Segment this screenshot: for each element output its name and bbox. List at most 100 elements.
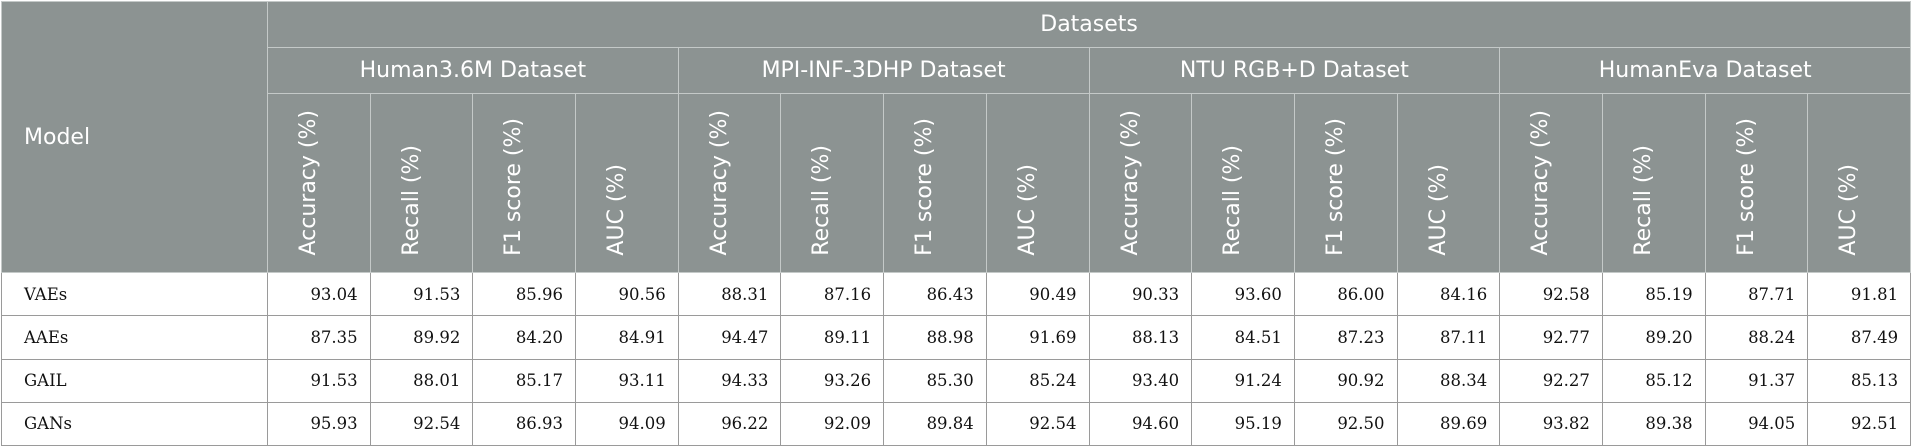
metric-header-label: Accuracy (%) [1117,110,1143,256]
value-cell: 93.11 [575,358,679,403]
metric-header: AUC (%) [1396,93,1501,273]
value-cell: 85.13 [1807,358,1911,403]
value-cell: 90.49 [985,271,1090,317]
metric-header-label: Recall (%) [398,145,424,256]
value-cell: 88.31 [677,271,782,317]
value-cell: 85.30 [883,358,987,403]
metric-header-label: AUC (%) [1425,164,1451,256]
value-cell: 91.53 [267,358,371,403]
value-cell: 91.53 [369,271,474,317]
value-cell: 86.00 [1293,271,1398,317]
metric-header-label: Recall (%) [809,145,835,256]
dataset-header-ntu-rgbd: NTU RGB+D Dataset [1088,47,1501,94]
dataset-header-human36m: Human3.6M Dataset [267,47,679,94]
table-row: GAIL 91.53 88.01 85.17 93.11 94.33 93.26 85.30 8… [1,358,1911,403]
metric-header: AUC (%) [575,93,679,273]
value-cell: 84.16 [1396,271,1501,317]
metric-header: Recall (%) [1601,93,1706,273]
value-cell: 87.23 [1293,315,1398,360]
table-row: AAEs 87.35 89.92 84.20 84.91 94.47 89.11 88.98 9… [1,315,1911,360]
value-cell: 88.01 [369,358,474,403]
model-name-cell: AAEs [1,315,268,360]
metric-header-label: AUC (%) [1836,164,1862,256]
value-cell: 85.19 [1601,271,1706,317]
value-cell: 88.24 [1704,315,1809,360]
value-cell: 90.92 [1293,358,1398,403]
value-cell: 94.47 [677,315,782,360]
metric-header: F1 score (%) [883,93,987,273]
value-cell: 89.84 [883,401,987,447]
value-cell: 91.24 [1191,358,1295,403]
table-row: GANs 95.93 92.54 86.93 94.09 96.22 92.09 89.84 9… [1,401,1911,447]
value-cell: 92.27 [1499,358,1603,403]
metric-header-label: Accuracy (%) [706,110,732,256]
metric-header-label: F1 score (%) [912,118,938,256]
metric-header-label: AUC (%) [1014,164,1040,256]
metric-header-label: Accuracy (%) [296,110,321,256]
metric-header-label: Recall (%) [1220,145,1246,256]
value-cell: 89.69 [1396,401,1501,447]
value-cell: 94.33 [677,358,782,403]
value-cell: 88.34 [1396,358,1501,403]
metric-header-label: AUC (%) [604,164,630,256]
value-cell: 86.93 [472,401,577,447]
value-cell: 93.40 [1088,358,1193,403]
value-cell: 91.69 [985,315,1090,360]
value-cell: 87.49 [1807,315,1911,360]
datasets-group-header: Datasets [266,1,1911,48]
value-cell: 92.54 [369,401,474,447]
value-cell: 94.05 [1704,401,1809,447]
metric-header: Accuracy (%) [1499,93,1603,273]
value-cell: 96.22 [677,401,782,447]
value-cell: 87.35 [267,315,371,360]
value-cell: 93.82 [1499,401,1603,447]
value-cell: 93.60 [1191,271,1295,317]
value-cell: 94.60 [1088,401,1193,447]
value-cell: 85.24 [985,358,1090,403]
value-cell: 87.71 [1704,271,1809,317]
dataset-header-mpi-inf-3dhp: MPI-INF-3DHP Dataset [677,47,1090,94]
metric-header: Accuracy (%) [1088,93,1193,273]
value-cell: 91.81 [1807,271,1911,317]
dataset-header-humaneva: HumanEva Dataset [1499,47,1911,94]
value-cell: 84.51 [1191,315,1295,360]
value-cell: 90.56 [575,271,679,317]
value-cell: 92.09 [780,401,885,447]
metric-header: F1 score (%) [472,93,577,273]
value-cell: 88.13 [1088,315,1193,360]
value-cell: 88.98 [883,315,987,360]
metric-header: Accuracy (%) [267,93,371,273]
value-cell: 95.93 [267,401,371,447]
value-cell: 92.51 [1807,401,1911,447]
value-cell: 89.20 [1601,315,1706,360]
metric-header: AUC (%) [1807,93,1911,273]
value-cell: 87.16 [780,271,885,317]
metric-header: AUC (%) [985,93,1090,273]
metric-header: Recall (%) [780,93,885,273]
value-cell: 93.26 [780,358,885,403]
value-cell: 90.33 [1088,271,1193,317]
value-cell: 92.54 [985,401,1090,447]
value-cell: 89.11 [780,315,885,360]
value-cell: 86.43 [883,271,987,317]
value-cell: 87.11 [1396,315,1501,360]
model-name-cell: GANs [1,401,268,447]
value-cell: 91.37 [1704,358,1809,403]
value-cell: 89.38 [1601,401,1706,447]
metric-header-label: Accuracy (%) [1528,110,1554,256]
value-cell: 84.91 [575,315,679,360]
metric-header: F1 score (%) [1293,93,1398,273]
metric-header-label: F1 score (%) [1733,118,1759,256]
value-cell: 94.09 [575,401,679,447]
value-cell: 89.92 [369,315,474,360]
metric-header: Recall (%) [1191,93,1295,273]
value-cell: 84.20 [472,315,577,360]
value-cell: 85.12 [1601,358,1706,403]
value-cell: 92.50 [1293,401,1398,447]
metric-header: F1 score (%) [1704,93,1809,273]
metric-header: Recall (%) [369,93,474,273]
metric-header-label: F1 score (%) [501,118,527,256]
value-cell: 85.17 [472,358,577,403]
metric-header-label: F1 score (%) [1322,118,1348,256]
